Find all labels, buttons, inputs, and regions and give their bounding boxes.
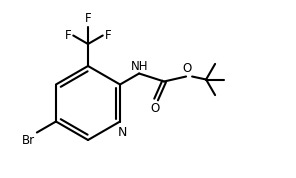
Text: O: O	[150, 103, 160, 116]
Text: N: N	[117, 125, 127, 138]
Text: O: O	[182, 62, 192, 75]
Text: Br: Br	[22, 135, 35, 148]
Text: F: F	[105, 29, 111, 42]
Text: F: F	[85, 12, 91, 25]
Text: F: F	[65, 29, 71, 42]
Text: NH: NH	[131, 59, 149, 72]
